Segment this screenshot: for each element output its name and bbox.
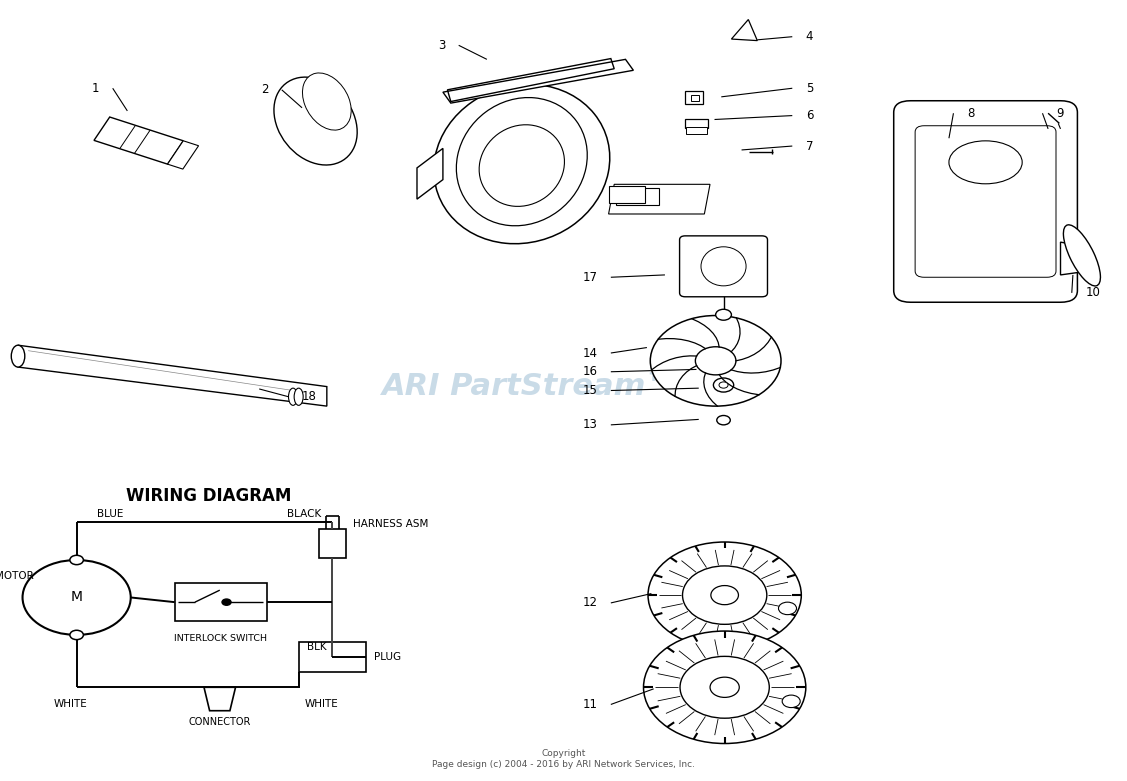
Text: 17: 17 [583, 271, 597, 284]
Circle shape [70, 555, 83, 565]
Circle shape [683, 566, 766, 624]
Polygon shape [1061, 242, 1089, 275]
Circle shape [648, 542, 801, 648]
Text: 5: 5 [806, 82, 814, 95]
Text: 16: 16 [583, 366, 597, 378]
Text: 11: 11 [583, 698, 597, 711]
Text: 3: 3 [437, 39, 445, 52]
Circle shape [779, 602, 797, 615]
Bar [691, 95, 699, 101]
Text: 4: 4 [806, 30, 814, 43]
Circle shape [782, 695, 800, 708]
FancyBboxPatch shape [915, 126, 1056, 277]
Text: WHITE: WHITE [54, 700, 88, 709]
Circle shape [711, 586, 738, 604]
Circle shape [719, 382, 728, 388]
Text: 12: 12 [583, 597, 597, 609]
Text: BLACK: BLACK [287, 509, 321, 519]
Polygon shape [94, 117, 184, 164]
Ellipse shape [274, 77, 357, 165]
Bar [609, 186, 645, 203]
FancyBboxPatch shape [680, 236, 767, 297]
FancyBboxPatch shape [894, 101, 1077, 302]
Text: M: M [71, 590, 82, 604]
Text: 13: 13 [583, 419, 597, 431]
Ellipse shape [701, 247, 746, 286]
Polygon shape [417, 148, 443, 199]
Text: 14: 14 [583, 347, 597, 359]
Ellipse shape [949, 141, 1022, 184]
Circle shape [70, 630, 83, 640]
Ellipse shape [434, 84, 610, 244]
Text: 7: 7 [806, 140, 814, 152]
Ellipse shape [11, 345, 25, 367]
Text: PLUG: PLUG [374, 652, 401, 662]
Bar [299, 642, 366, 672]
Text: 8: 8 [967, 107, 975, 119]
Text: 9: 9 [1056, 107, 1064, 119]
Circle shape [710, 677, 739, 697]
Ellipse shape [289, 388, 298, 405]
Polygon shape [204, 687, 236, 711]
Circle shape [717, 415, 730, 425]
Text: WIRING DIAGRAM: WIRING DIAGRAM [126, 487, 291, 505]
Polygon shape [443, 59, 633, 103]
Ellipse shape [456, 98, 587, 226]
Text: WHITE: WHITE [304, 700, 338, 709]
Bar [685, 119, 708, 128]
Circle shape [650, 316, 781, 406]
Text: 2: 2 [260, 84, 268, 96]
Ellipse shape [294, 388, 303, 405]
Circle shape [716, 309, 731, 320]
Polygon shape [168, 141, 198, 169]
Text: 18: 18 [302, 390, 317, 403]
Circle shape [695, 347, 736, 375]
Text: 15: 15 [583, 384, 597, 397]
Text: BLK: BLK [308, 642, 327, 651]
Polygon shape [731, 20, 757, 41]
Text: INTERLOCK SWITCH: INTERLOCK SWITCH [175, 633, 267, 643]
Bar [685, 91, 703, 104]
Circle shape [222, 599, 231, 605]
Polygon shape [18, 345, 327, 406]
Text: MOTOR: MOTOR [0, 571, 34, 580]
Circle shape [644, 631, 806, 744]
Text: 6: 6 [806, 109, 814, 122]
Circle shape [713, 378, 734, 392]
Bar [616, 188, 659, 205]
Text: BLUE: BLUE [97, 509, 123, 519]
Text: 1: 1 [91, 82, 99, 95]
Text: CONNECTOR: CONNECTOR [188, 717, 251, 726]
Text: ARI PartStream™: ARI PartStream™ [382, 372, 677, 401]
Bar [175, 583, 267, 621]
Ellipse shape [479, 125, 565, 206]
Ellipse shape [1064, 225, 1100, 286]
Bar [319, 529, 346, 558]
Ellipse shape [302, 73, 352, 130]
Text: Copyright
Page design (c) 2004 - 2016 by ARI Network Services, Inc.: Copyright Page design (c) 2004 - 2016 by… [432, 750, 695, 769]
Circle shape [680, 656, 770, 719]
Polygon shape [609, 184, 710, 214]
Circle shape [23, 560, 131, 635]
Bar [686, 127, 707, 134]
Text: HARNESS ASM: HARNESS ASM [353, 519, 428, 529]
Text: 10: 10 [1085, 287, 1100, 299]
